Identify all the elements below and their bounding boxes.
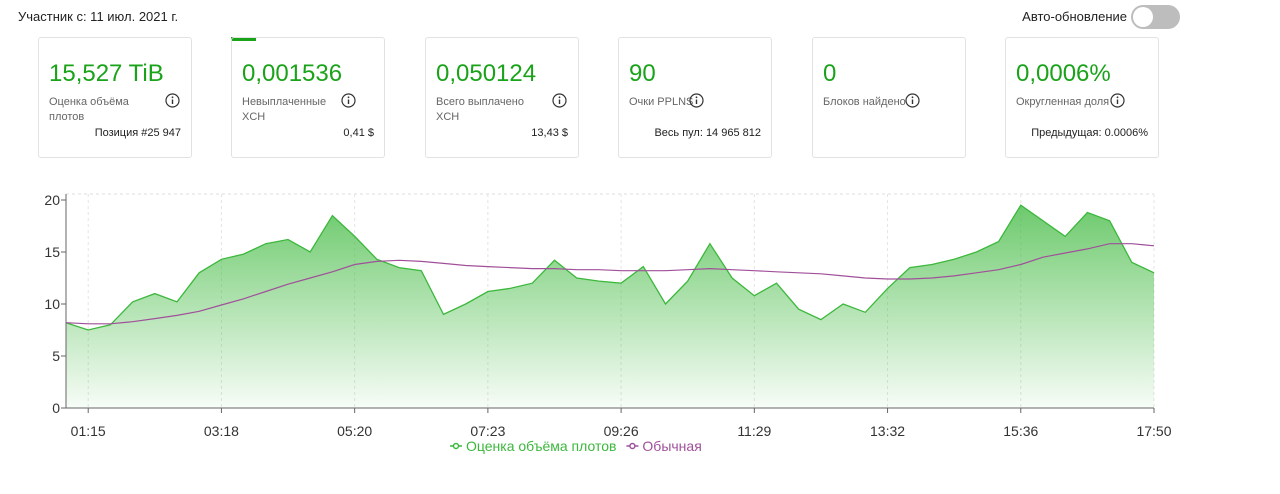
y-tick-label: 15 (44, 244, 60, 260)
card-sub: 13,43 $ (531, 127, 568, 139)
y-tick-label: 10 (44, 296, 60, 312)
auto-refresh-toggle[interactable] (1131, 5, 1180, 29)
info-icon[interactable] (552, 93, 567, 108)
card-value: 0,050124 (436, 60, 537, 87)
stat-card: 0 Блоков найдено (812, 37, 966, 158)
card-label: Блоков найдено (823, 96, 906, 108)
active-indicator (231, 37, 256, 41)
card-value: 0 (823, 60, 837, 87)
info-icon[interactable] (1109, 93, 1125, 108)
x-tick-label: 11:29 (737, 423, 771, 439)
x-tick-label: 15:36 (1003, 423, 1038, 439)
stat-card: 0,001536 Невыплаченные XCH 0,41 $ (231, 37, 385, 158)
legend-marker (452, 442, 460, 450)
x-tick-label: 03:18 (204, 423, 239, 439)
x-tick-label: 17:50 (1136, 423, 1171, 439)
card-value: 90 (629, 60, 656, 87)
card-sub: Весь пул: 14 965 812 (654, 127, 761, 139)
x-tick-label: 05:20 (337, 423, 372, 439)
legend-label: Оценка объёма плотов (466, 438, 616, 454)
stat-card: 0,050124 Всего выплачено XCH 13,43 $ (425, 37, 579, 158)
card-label: Округленная доля (1016, 96, 1110, 108)
card-label: Невыплаченные XCH (242, 96, 327, 123)
info-icon[interactable] (165, 93, 180, 108)
card-sub: Предыдущая: 0.0006% (1031, 127, 1148, 139)
legend-label: Обычная (642, 438, 701, 454)
card-label: Оценка объёма плотов (49, 96, 129, 123)
x-tick-label: 07:23 (470, 423, 505, 439)
card-label: Очки PPLNS (629, 96, 694, 108)
card-value: 0,0006% (1016, 60, 1111, 87)
stat-card: 15,527 TiB Оценка объёма плотов Позиция #2… (38, 37, 192, 158)
info-icon[interactable] (341, 93, 356, 108)
x-tick-label: 01:15 (71, 423, 106, 439)
series-line (65, 243, 1155, 325)
stat-card: 90 Очки PPLNS Весь пул: 14 965 812 (618, 37, 772, 158)
x-tick-label: 13:32 (870, 423, 905, 439)
card-value: 15,527 TiB (49, 60, 164, 87)
y-tick-label: 20 (44, 192, 60, 208)
info-icon[interactable] (689, 93, 704, 108)
member-since: Участник с: 11 июл. 2021 г. (18, 9, 179, 24)
card-sub: Позиция #25 947 (94, 127, 181, 139)
y-tick-label: 5 (52, 348, 60, 364)
x-tick-label: 09:26 (604, 423, 639, 439)
auto-refresh-label: Авто-обновление (1022, 9, 1127, 24)
info-icon[interactable] (905, 93, 920, 108)
y-tick-label: 0 (52, 400, 60, 416)
series-area (66, 205, 1154, 408)
stat-card: 0,0006% Округленная доля Предыдущая: 0.000… (1005, 37, 1159, 158)
legend-marker (629, 442, 636, 450)
card-sub: 0,41 $ (343, 127, 374, 139)
series-line (65, 204, 1155, 331)
card-value: 0,001536 (242, 60, 343, 87)
card-label: Всего выплачено XCH (436, 96, 524, 123)
